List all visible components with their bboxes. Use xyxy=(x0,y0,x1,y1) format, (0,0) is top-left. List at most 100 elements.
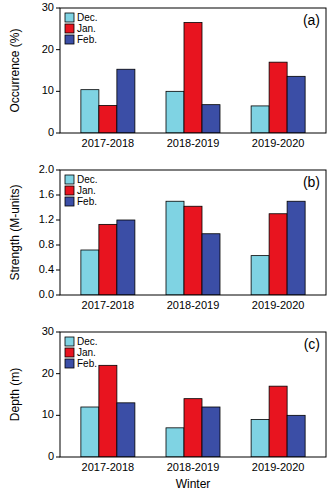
bar xyxy=(269,214,287,295)
legend-label: Feb. xyxy=(77,358,97,369)
legend-label: Feb. xyxy=(77,196,97,207)
y-tick-label: 2.0 xyxy=(39,163,54,175)
bar xyxy=(117,69,135,133)
legend-swatch xyxy=(65,359,74,368)
bar xyxy=(251,106,269,133)
bar xyxy=(117,403,135,457)
y-tick xyxy=(56,91,60,92)
y-tick-label: 30 xyxy=(42,1,54,13)
bar xyxy=(117,220,135,295)
y-tick-label: 0 xyxy=(48,126,54,138)
x-tick-label: 2018-2019 xyxy=(167,461,220,473)
bar xyxy=(287,76,305,133)
legend-label: Jan. xyxy=(77,347,96,358)
bar xyxy=(166,201,184,295)
panel: 01020302017-20182018-20192019-2020Depth … xyxy=(8,325,326,491)
bar xyxy=(287,415,305,457)
y-tick xyxy=(56,415,60,416)
y-tick xyxy=(56,133,60,134)
y-tick-label: 0.8 xyxy=(39,238,54,250)
y-tick-label: 20 xyxy=(42,367,54,379)
y-tick-label: 0.4 xyxy=(39,263,54,275)
plot-frame xyxy=(60,332,326,457)
panel-label: (a) xyxy=(303,12,320,28)
x-tick-label: 2018-2019 xyxy=(167,137,220,149)
legend-label: Feb. xyxy=(77,34,97,45)
legend-swatch xyxy=(65,35,74,44)
y-tick xyxy=(56,245,60,246)
x-tick-label: 2019-2020 xyxy=(252,461,305,473)
y-tick xyxy=(56,49,60,50)
y-tick xyxy=(56,220,60,221)
legend-swatch xyxy=(65,186,74,195)
legend: Dec.Jan.Feb. xyxy=(65,12,98,45)
bar xyxy=(287,201,305,295)
bar xyxy=(166,91,184,133)
bar xyxy=(184,206,202,295)
bar xyxy=(99,224,117,295)
figure: 0 10 20 30 2017-2018 2018-2019 2019-2020 Occurr… xyxy=(0,0,332,500)
bar xyxy=(166,428,184,457)
bar xyxy=(99,106,117,134)
bar xyxy=(202,407,220,457)
legend-swatch xyxy=(65,13,74,22)
y-tick-label: 1.2 xyxy=(39,213,54,225)
panel-label: (b) xyxy=(303,174,320,190)
y-tick xyxy=(56,270,60,271)
x-tick-label: 2017-2018 xyxy=(82,137,135,149)
y-tick-label: 0.0 xyxy=(39,288,54,300)
x-tick-label: 2019-2020 xyxy=(252,299,305,311)
bars xyxy=(81,201,305,295)
y-tick-label: 30 xyxy=(42,325,54,337)
panel-label: (c) xyxy=(304,336,320,352)
legend-label: Dec. xyxy=(77,336,98,347)
bar xyxy=(184,23,202,133)
x-tick-label: 2018-2019 xyxy=(167,299,220,311)
y-tick xyxy=(56,170,60,171)
panel: 0 10 20 30 2017-2018 2018-2019 2019-2020 Occurr… xyxy=(8,1,326,149)
y-tick xyxy=(56,8,60,9)
bar xyxy=(81,407,99,457)
legend-label: Jan. xyxy=(77,23,96,34)
y-axis-label: Occurrence (%) xyxy=(8,28,22,112)
bar xyxy=(251,256,269,295)
legend-swatch xyxy=(65,197,74,206)
x-tick-label: 2019-2020 xyxy=(252,137,305,149)
legend-label: Dec. xyxy=(77,12,98,23)
bars xyxy=(81,23,305,133)
bar xyxy=(251,420,269,458)
legend: Dec.Jan.Feb. xyxy=(65,174,98,207)
bar xyxy=(202,105,220,133)
y-tick-label: 10 xyxy=(42,84,54,96)
y-tick xyxy=(56,195,60,196)
plot-frame xyxy=(60,170,326,295)
bar xyxy=(81,250,99,295)
bar xyxy=(269,386,287,457)
y-tick-label: 1.6 xyxy=(39,188,54,200)
legend-swatch xyxy=(65,348,74,357)
bar xyxy=(269,62,287,133)
legend-label: Dec. xyxy=(77,174,98,185)
y-tick-label: 10 xyxy=(42,408,54,420)
legend: Dec.Jan.Feb. xyxy=(65,336,98,369)
y-tick xyxy=(56,457,60,458)
panel: 0.0 0.4 0.8 1.2 1.6 2.0 2017-2018 2018-2019 2019… xyxy=(8,163,326,311)
y-axis-label: Depth (m) xyxy=(8,368,22,421)
legend-label: Jan. xyxy=(77,185,96,196)
plot-frame xyxy=(60,8,326,133)
legend-swatch xyxy=(65,175,74,184)
y-tick-label: 20 xyxy=(42,43,54,55)
bar xyxy=(184,399,202,457)
y-tick xyxy=(56,373,60,374)
x-tick-label: 2017-2018 xyxy=(82,299,135,311)
y-tick xyxy=(56,332,60,333)
x-axis-label: Winter xyxy=(176,477,211,491)
y-tick-label: 0 xyxy=(48,450,54,462)
legend-swatch xyxy=(65,337,74,346)
bar xyxy=(202,234,220,295)
bar xyxy=(99,365,117,457)
legend-swatch xyxy=(65,24,74,33)
y-axis-label: Strength (M-units) xyxy=(8,184,22,280)
bar xyxy=(81,90,99,133)
bars xyxy=(81,365,305,457)
